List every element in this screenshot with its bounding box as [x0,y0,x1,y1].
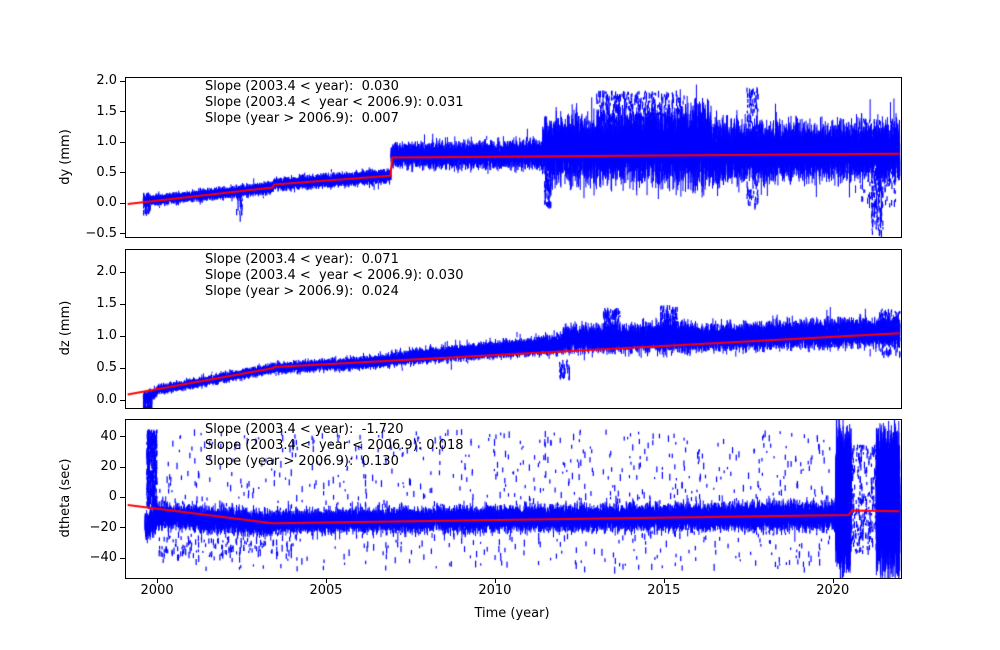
panel-dy [125,77,902,238]
x-tick-mark [832,578,834,583]
y-tick-label: 0 [108,489,117,505]
dtheta-slope-annotation-1: Slope (2003.4 < year): -1.720 [205,422,404,437]
y-tick-label: 0.5 [96,360,117,376]
y-tick-label: 1.5 [96,296,117,312]
y-tick-label: 0.0 [96,392,117,408]
x-tick-label: 2010 [478,583,512,598]
x-tick-label: 2000 [140,583,174,598]
y-tick-mark [120,466,125,468]
dy-slope-annotation-3: Slope (year > 2006.9): 0.007 [205,111,399,126]
y-tick-label: 20 [100,459,117,475]
y-tick-label: 2.0 [96,264,117,280]
y-tick-mark [120,202,125,204]
y-tick-label: 1.0 [96,134,117,150]
y-tick-mark [120,233,125,235]
y-tick-label: 0.0 [96,195,117,211]
dz-slope-annotation-1: Slope (2003.4 < year): 0.071 [205,252,399,267]
dz-scatter-plot [126,250,901,408]
y-tick-mark [120,399,125,401]
x-tick-label: 2015 [647,583,681,598]
dtheta-scatter-plot [126,420,901,578]
y-tick-mark [120,141,125,143]
panel-dz [125,249,902,409]
panel-dtheta [125,419,902,579]
dy-slope-annotation-2: Slope (2003.4 < year < 2006.9): 0.031 [205,95,464,110]
y-tick-label: −40 [89,550,117,566]
dy-scatter-plot [126,78,901,237]
y-tick-label: −20 [89,519,117,535]
dz-slope-annotation-2: Slope (2003.4 < year < 2006.9): 0.030 [205,268,464,283]
y-tick-mark [120,172,125,174]
y-tick-mark [120,367,125,369]
y-tick-label: 40 [100,428,117,444]
dy-slope-annotation-1: Slope (2003.4 < year): 0.030 [205,79,399,94]
dtheta-slope-annotation-2: Slope (2003.4 < year < 2006.9): 0.018 [205,438,464,453]
y-tick-mark [120,527,125,529]
x-tick-mark [663,578,665,583]
x-tick-label: 2020 [816,583,850,598]
y-tick-mark [120,111,125,113]
y-tick-label: 0.5 [96,164,117,180]
y-tick-label: 1.5 [96,103,117,119]
y-tick-mark [120,80,125,82]
x-tick-label: 2005 [309,583,343,598]
y-tick-mark [120,436,125,438]
x-tick-mark [326,578,327,583]
dtheta-slope-annotation-3: Slope (year > 2006.9): 0.130 [205,454,399,469]
x-tick-mark [494,578,496,583]
y-tick-label: −0.5 [85,225,117,241]
x-tick-mark [157,578,159,583]
y-tick-mark [120,496,125,498]
y-tick-mark [120,271,125,273]
y-tick-mark [120,335,125,337]
dz-slope-annotation-3: Slope (year > 2006.9): 0.024 [205,284,399,299]
y-tick-mark [120,303,125,305]
y-tick-mark [120,557,125,559]
y-tick-label: 1.0 [96,328,117,344]
x-axis-label: Time (year) [474,606,550,621]
y-tick-label: 2.0 [96,73,117,89]
